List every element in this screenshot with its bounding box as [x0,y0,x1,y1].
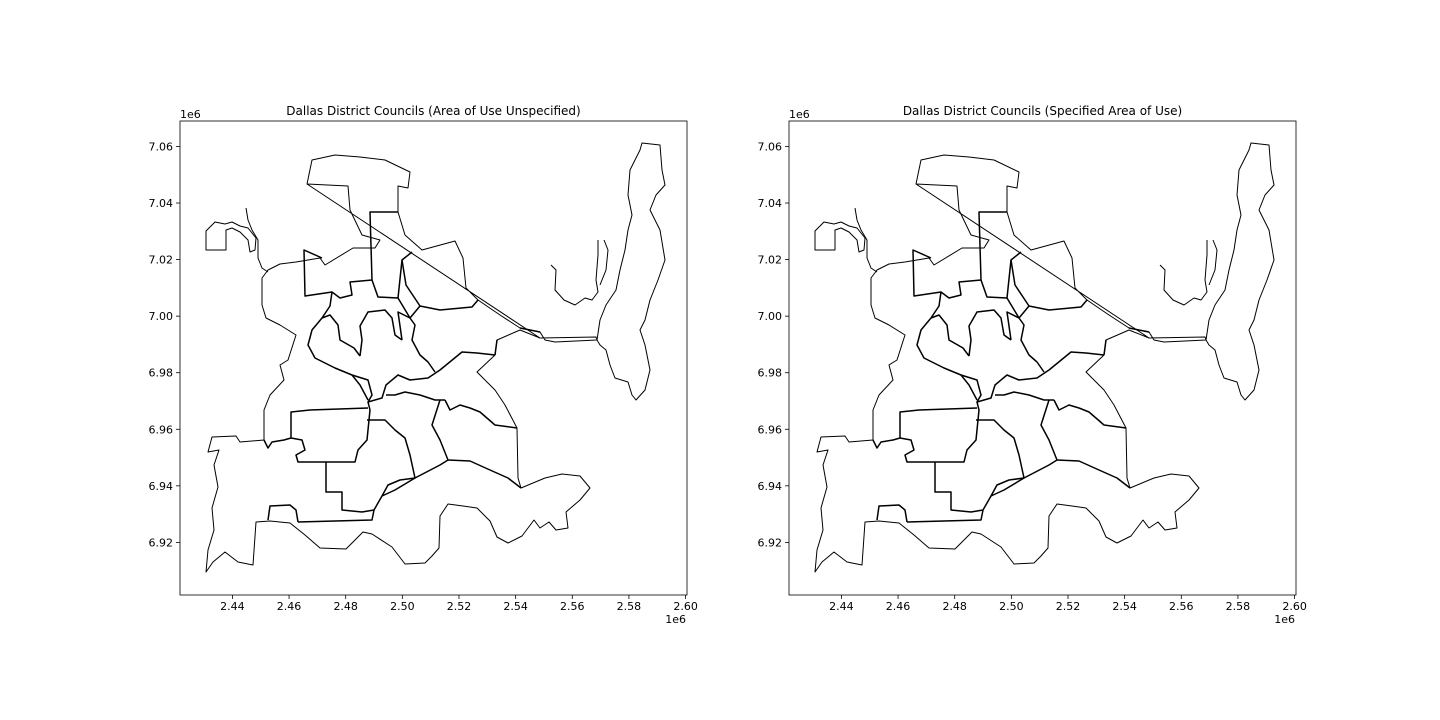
y-tick-label: 7.02 [149,254,174,267]
x-tick-label: 2.48 [942,600,967,613]
x-tick-label: 2.56 [1169,600,1194,613]
x-tick-label: 2.46 [277,600,302,613]
map-panel-left: Dallas District Councils (Area of Use Un… [149,104,698,626]
x-tick-label: 2.54 [1112,600,1137,613]
x-tick-label: 2.56 [560,600,585,613]
x-tick-label: 2.52 [447,600,472,613]
y-tick-label: 7.06 [149,140,174,153]
x-tick-label: 2.58 [1226,600,1251,613]
x-tick-label: 2.44 [829,600,854,613]
map-panel-right: Dallas District Councils (Specified Area… [758,104,1307,626]
x-axis-right: 2.44 2.46 2.48 2.50 2.52 2.54 2.56 2.58 2.60 [829,595,1307,613]
map-title-left: Dallas District Councils (Area of Use Un… [286,104,580,118]
y-axis-left: 6.92 6.94 6.96 6.98 7.00 7.02 7.04 7.06 [149,140,180,549]
y-tick-label: 6.92 [758,536,783,549]
y-tick-label: 6.92 [149,536,174,549]
x-tick-label: 2.60 [1282,600,1307,613]
y-tick-label: 7.06 [758,140,783,153]
plot-area-right [788,120,1297,596]
x-tick-label: 2.48 [333,600,358,613]
y-tick-label: 6.96 [149,423,174,436]
x-offset-label-right: 1e6 [1274,613,1295,626]
x-tick-label: 2.50 [390,600,415,613]
x-tick-label: 2.60 [673,600,698,613]
y-offset-label-left: 1e6 [180,108,201,121]
plot-area-left [179,120,688,596]
x-axis-left: 2.44 2.46 2.48 2.50 2.52 2.54 2.56 2.58 2.60 [220,595,698,613]
y-tick-label: 7.02 [758,254,783,267]
y-tick-label: 6.98 [149,367,174,380]
x-tick-label: 2.46 [886,600,911,613]
y-tick-label: 6.96 [758,423,783,436]
x-tick-label: 2.52 [1056,600,1081,613]
y-tick-label: 6.94 [149,480,174,493]
y-offset-label-right: 1e6 [789,108,810,121]
y-tick-label: 7.00 [149,310,174,323]
y-tick-label: 7.04 [149,197,174,210]
x-offset-label-left: 1e6 [665,613,686,626]
x-tick-label: 2.50 [999,600,1024,613]
x-tick-label: 2.44 [220,600,245,613]
y-tick-label: 7.00 [758,310,783,323]
x-tick-label: 2.58 [617,600,642,613]
map-title-right: Dallas District Councils (Specified Area… [903,104,1182,118]
y-tick-label: 6.94 [758,480,783,493]
y-tick-label: 7.04 [758,197,783,210]
y-axis-right: 6.92 6.94 6.96 6.98 7.00 7.02 7.04 7.06 [758,140,789,549]
y-tick-label: 6.98 [758,367,783,380]
x-tick-label: 2.54 [503,600,528,613]
